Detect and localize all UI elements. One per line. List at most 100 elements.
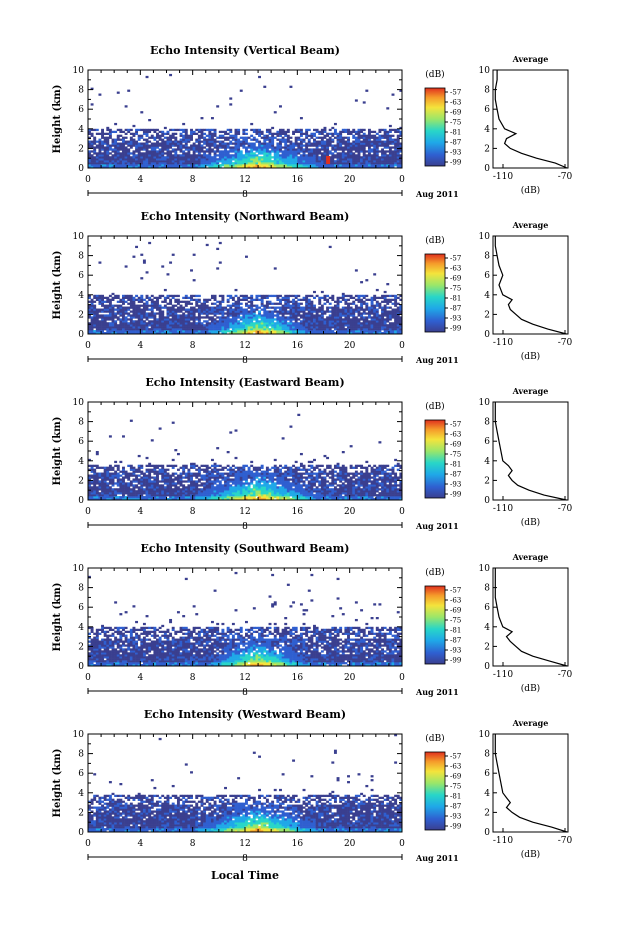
heatmap-cell: [153, 152, 157, 155]
heatmap-cell: [281, 320, 285, 323]
heatmap-cell: [116, 148, 120, 151]
heatmap-cell: [258, 128, 261, 132]
heatmap-cell: [156, 146, 159, 149]
heatmap-cell: [396, 326, 400, 329]
heatmap-cell: [90, 164, 94, 167]
heatmap-cell: [276, 164, 280, 167]
heatmap-cell: [242, 160, 246, 163]
heatmap-cell: [299, 314, 303, 317]
heatmap-cell: [360, 136, 364, 139]
heatmap-cell: [176, 146, 180, 149]
heatmap-cell: [116, 476, 120, 479]
heatmap-cell: [292, 298, 296, 301]
heatmap-cell: [234, 154, 238, 157]
heatmap-cell: [200, 308, 204, 311]
heatmap-cell: [153, 498, 157, 501]
heatmap-cell: [190, 494, 193, 497]
heatmap-cell: [221, 330, 225, 333]
heatmap-cell: [190, 326, 193, 329]
heatmap-cell: [378, 166, 382, 169]
heatmap-cell: [190, 328, 193, 331]
heatmap-cell: [108, 492, 112, 495]
heatmap-cell: [98, 300, 102, 303]
heatmap-cell: [307, 300, 311, 303]
heatmap-cell: [396, 130, 400, 134]
heatmap-cell: [101, 332, 104, 335]
heatmap-cell: [352, 308, 356, 311]
heatmap-cell: [108, 468, 112, 471]
heatmap-cell: [153, 488, 157, 491]
heatmap-cell: [140, 322, 144, 325]
heatmap-cell: [381, 148, 384, 151]
heatmap-cell: [237, 308, 241, 311]
heatmap-cell: [354, 132, 358, 135]
heatmap-cell: [210, 148, 214, 151]
heatmap-cell: [218, 241, 222, 245]
heatmap-cell: [399, 130, 403, 134]
heatmap-cell: [320, 130, 324, 134]
x-tick-label: 0: [399, 341, 405, 351]
heatmap-cell: [106, 306, 110, 309]
heatmap-cell: [370, 158, 374, 161]
heatmap-cell: [383, 150, 387, 153]
heatmap-cell: [265, 146, 269, 149]
heatmap-cell: [365, 134, 369, 137]
heatmap-cell: [150, 310, 154, 313]
heatmap-cell: [216, 164, 220, 167]
heatmap-cell: [182, 140, 186, 143]
heatmap-cell: [150, 324, 154, 327]
heatmap-cell: [145, 492, 149, 495]
heatmap-cell: [88, 474, 91, 477]
heatmap-cell: [174, 330, 178, 333]
heatmap-cell: [116, 162, 120, 165]
heatmap-cell: [271, 320, 275, 323]
heatmap-cell: [132, 158, 136, 161]
heatmap-cell: [349, 296, 353, 300]
heatmap-cell: [289, 164, 293, 167]
heatmap-cell: [216, 154, 220, 157]
heatmap-cell: [145, 314, 149, 317]
heatmap-cell: [161, 332, 165, 335]
heatmap-cell: [320, 144, 324, 147]
heatmap-cell: [203, 316, 207, 319]
heatmap-cell: [281, 136, 285, 139]
heatmap-cell: [213, 488, 217, 491]
heatmap-cell: [98, 328, 102, 331]
heatmap-cell: [153, 482, 157, 485]
heatmap-cell: [90, 470, 94, 473]
heatmap-cell: [386, 324, 390, 327]
heatmap-cell: [203, 488, 207, 491]
heatmap-cell: [294, 162, 298, 165]
heatmap-cell: [101, 146, 104, 149]
heatmap-cell: [114, 488, 118, 491]
heatmap-cell: [255, 296, 259, 300]
heatmap-cell: [132, 142, 136, 145]
heatmap-cell: [375, 158, 379, 161]
heatmap-cell: [124, 330, 128, 333]
heatmap-cell: [161, 162, 165, 165]
heatmap-cell: [166, 476, 170, 479]
heatmap-cell: [169, 324, 173, 327]
heatmap-cell: [360, 166, 364, 169]
heatmap-cell: [169, 164, 173, 167]
heatmap-cell: [101, 130, 104, 134]
heatmap-cell: [284, 310, 288, 313]
heatmap-cell: [179, 318, 183, 321]
heatmap-cell: [163, 288, 167, 292]
heatmap-cell: [88, 498, 91, 501]
heatmap-cell: [326, 132, 330, 135]
heatmap-cell: [176, 294, 180, 298]
heatmap-cell: [328, 306, 332, 309]
heatmap-cell: [250, 332, 254, 335]
heatmap-cell: [203, 332, 207, 335]
heatmap-cell: [357, 328, 361, 331]
heatmap-cell: [255, 318, 259, 321]
heatmap-cell: [349, 152, 353, 155]
heatmap-cell: [360, 148, 364, 151]
heatmap-cell: [169, 294, 173, 298]
heatmap-cell: [294, 328, 298, 331]
heatmap-cell: [213, 146, 217, 149]
heatmap-cell: [276, 150, 280, 153]
heatmap-cell: [313, 150, 316, 153]
heatmap-cell: [200, 306, 204, 309]
